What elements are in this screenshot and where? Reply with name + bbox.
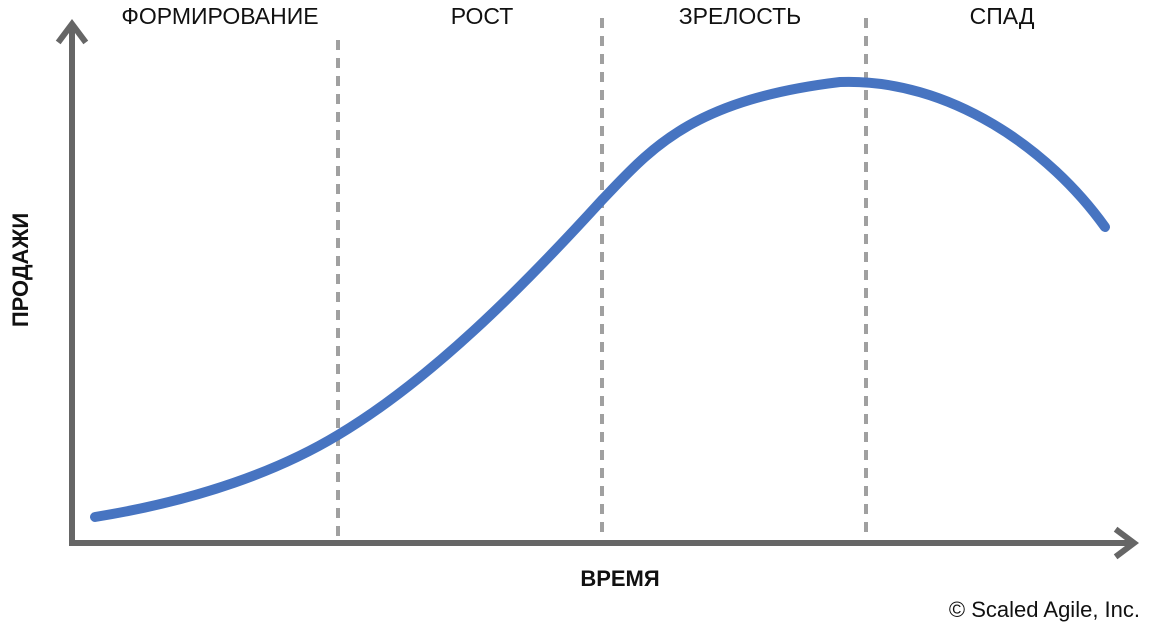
x-axis-label: ВРЕМЯ <box>580 566 659 591</box>
sales-curve <box>90 76 1110 522</box>
copyright: © Scaled Agile, Inc. <box>949 597 1140 622</box>
phase-label: СПАД <box>970 3 1035 29</box>
y-axis-label: ПРОДАЖИ <box>8 213 33 327</box>
y-axis-arrow <box>55 19 89 45</box>
phase-label: ФОРМИРОВАНИЕ <box>121 3 318 29</box>
x-axis-arrow <box>1113 526 1139 560</box>
phase-dividers <box>336 18 868 543</box>
phase-label: ЗРЕЛОСТЬ <box>679 3 802 29</box>
axes <box>55 19 1139 560</box>
phase-label: РОСТ <box>451 3 514 29</box>
